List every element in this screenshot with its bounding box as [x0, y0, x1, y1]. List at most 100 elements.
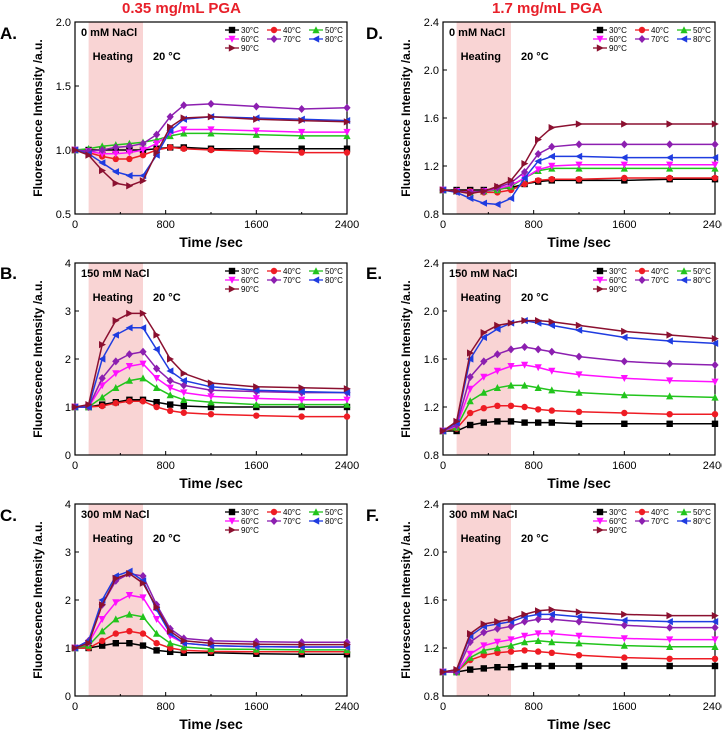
legend-marker: [270, 508, 278, 516]
data-point: [548, 630, 556, 638]
data-point: [521, 180, 528, 188]
data-point: [180, 145, 187, 152]
data-point: [253, 640, 261, 648]
x-tick-label: 0: [72, 219, 78, 231]
data-point: [494, 402, 501, 409]
legend-label: 90°C: [241, 44, 259, 53]
data-point: [453, 666, 461, 674]
data-point: [666, 662, 673, 670]
data-point: [180, 389, 188, 397]
data-point: [548, 152, 555, 160]
data-point: [507, 194, 515, 202]
data-point: [494, 418, 501, 425]
data-point: [575, 408, 583, 415]
data-point: [298, 145, 305, 152]
data-point: [207, 113, 215, 121]
data-point: [507, 381, 515, 389]
legend-label: 70°C: [283, 276, 301, 285]
data-point: [521, 662, 528, 670]
data-point: [711, 420, 719, 427]
x-tick-label: 2400: [703, 219, 722, 231]
data-point: [207, 639, 215, 647]
y-tick-label: 3: [65, 547, 71, 559]
data-point: [207, 126, 215, 134]
data-point: [480, 642, 488, 650]
data-point: [521, 610, 529, 618]
data-point: [575, 352, 583, 361]
data-point: [167, 401, 174, 408]
data-point: [575, 176, 583, 183]
legend-marker: [596, 526, 604, 534]
y-tick-label: 2.0: [56, 17, 71, 29]
y-tick-label: 2.0: [424, 65, 439, 77]
legend-label: 40°C: [651, 508, 669, 517]
data-point: [112, 384, 120, 391]
panel-label-c: C.: [0, 506, 17, 525]
data-point: [620, 641, 628, 649]
legend-label: 30°C: [241, 26, 259, 35]
data-point: [298, 116, 306, 125]
data-point: [507, 648, 515, 655]
legend-label: 90°C: [609, 285, 627, 294]
column-title-left: 0.35 mg/mL PGA: [122, 0, 241, 17]
x-tick-label: 1600: [612, 219, 636, 231]
data-point: [711, 361, 719, 369]
data-point: [139, 579, 147, 587]
data-point: [494, 618, 502, 626]
y-tick-label: 1.6: [424, 113, 439, 125]
salt-label: 150 mM NaCl: [449, 268, 517, 280]
data-point: [711, 655, 719, 662]
data-point: [548, 176, 555, 183]
legend-label: 50°C: [325, 267, 343, 276]
data-point: [620, 357, 628, 366]
data-point: [521, 317, 529, 325]
data-point: [112, 574, 120, 582]
x-tick-label: 800: [524, 219, 542, 231]
data-point: [711, 378, 719, 386]
ambient-label: 20 °C: [153, 533, 181, 545]
y-tick-label: 1.0: [56, 145, 71, 157]
data-point: [112, 317, 120, 325]
data-point: [620, 616, 628, 624]
data-point: [666, 623, 674, 632]
data-point: [207, 393, 215, 401]
legend-label: 30°C: [241, 508, 259, 517]
data-point: [207, 403, 215, 411]
legend-label: 30°C: [241, 267, 259, 276]
data-point: [153, 616, 161, 623]
data-point: [467, 349, 474, 357]
data-point: [621, 174, 628, 182]
data-point: [620, 333, 628, 341]
data-point: [125, 610, 133, 618]
data-point: [153, 130, 161, 139]
legend-label: 80°C: [325, 35, 343, 44]
data-point: [85, 401, 93, 409]
data-point: [166, 112, 174, 121]
data-point: [666, 359, 674, 368]
legend-marker: [312, 267, 320, 275]
data-point: [139, 309, 147, 317]
data-point: [711, 339, 719, 347]
legend-label: 70°C: [651, 517, 669, 526]
data-point: [521, 647, 528, 654]
data-point: [253, 412, 260, 419]
data-point: [166, 127, 174, 135]
panel-label-f: F.: [366, 506, 380, 525]
legend-label: 40°C: [651, 26, 669, 35]
data-point: [453, 187, 461, 195]
legend-marker: [638, 276, 646, 284]
data-point: [480, 373, 488, 381]
data-point: [139, 151, 147, 159]
data-point: [112, 630, 120, 637]
x-tick-label: 2400: [703, 460, 722, 472]
data-point: [252, 102, 260, 111]
data-point: [521, 168, 529, 176]
legend-label: 90°C: [241, 285, 259, 294]
legend-label: 80°C: [693, 35, 711, 44]
legend-label: 80°C: [325, 276, 343, 285]
data-point: [98, 616, 106, 623]
data-point: [98, 355, 106, 363]
data-point: [548, 615, 556, 624]
data-point: [439, 668, 447, 676]
data-point: [534, 637, 542, 644]
